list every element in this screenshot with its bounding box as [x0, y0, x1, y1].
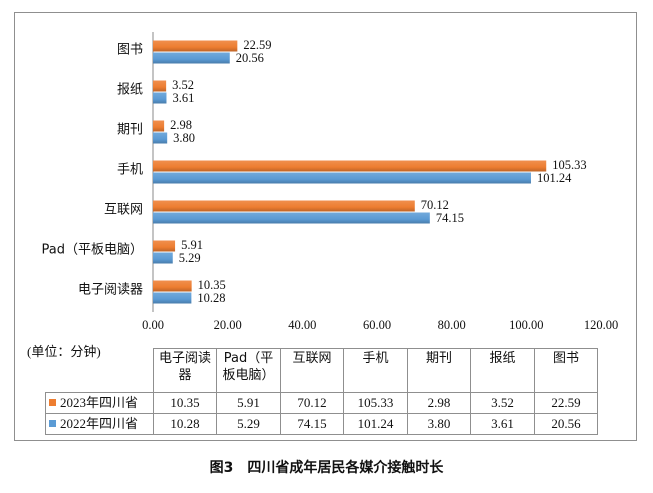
table-row-2022: 2022年四川省 10.28 5.29 74.15 101.24 3.80 3.…	[45, 413, 598, 435]
x-tick-label-1: 20.00	[214, 318, 242, 332]
table-header-cell: 图书	[534, 348, 598, 393]
table-header-cell: Pad（平板电脑）	[216, 348, 281, 393]
table-header-row: 电子阅读器 Pad（平板电脑） 互联网 手机 期刊 报纸 图书	[45, 348, 598, 393]
bar-series-2-cat-4	[153, 172, 531, 184]
bar-series-2-cat-5	[153, 212, 430, 224]
table-header-cell: 报纸	[470, 348, 535, 393]
table-value-cell: 105.33	[343, 392, 408, 414]
x-tick-label-3: 60.00	[363, 318, 391, 332]
figure-title: 四川省成年居民各媒介接触时长	[247, 460, 444, 476]
table-value-cell: 10.35	[153, 392, 217, 414]
x-tick-label-6: 120.00	[584, 318, 618, 332]
bar-series-2-cat-3	[153, 132, 168, 144]
data-label-series-1-cat-5: 70.12	[421, 198, 449, 212]
data-table: 电子阅读器 Pad（平板电脑） 互联网 手机 期刊 报纸 图书 2023年四川省…	[45, 348, 598, 435]
data-label-series-1-cat-7: 10.35	[198, 278, 226, 292]
table-header-cell: 期刊	[407, 348, 471, 393]
table-header-cell: 互联网	[280, 348, 344, 393]
data-label-series-1-cat-6: 5.91	[181, 238, 203, 252]
category-label-6: Pad（平板电脑）	[42, 243, 143, 258]
data-label-series-2-cat-3: 3.80	[173, 131, 195, 145]
bar-series-2-cat-1	[153, 52, 230, 64]
data-label-series-2-cat-6: 5.29	[179, 251, 201, 265]
table-row-2023: 2023年四川省 10.35 5.91 70.12 105.33 2.98 3.…	[45, 392, 598, 414]
category-label-7: 电子阅读器	[78, 283, 143, 298]
category-label-5: 互联网	[104, 203, 143, 218]
figure-caption: 图3 四川省成年居民各媒介接触时长	[0, 457, 653, 477]
bar-series-2-cat-6	[153, 252, 173, 264]
bar-series-1-cat-3	[153, 120, 165, 132]
table-value-cell: 74.15	[280, 413, 344, 435]
data-label-series-2-cat-7: 10.28	[197, 291, 225, 305]
category-label-4: 手机	[117, 163, 143, 178]
table-row-label: 2022年四川省	[45, 413, 154, 435]
data-label-series-2-cat-4: 101.24	[537, 171, 572, 185]
table-value-cell: 22.59	[534, 392, 598, 414]
table-header-cell: 手机	[343, 348, 408, 393]
x-tick-label-0: 0.00	[142, 318, 164, 332]
figure-number: 图3	[209, 460, 234, 476]
table-value-cell: 5.91	[216, 392, 281, 414]
table-value-cell: 101.24	[343, 413, 408, 435]
data-label-series-1-cat-3: 2.98	[170, 118, 192, 132]
series-name-2023: 2023年四川省	[60, 394, 139, 410]
table-value-cell: 10.28	[153, 413, 217, 435]
bar-series-1-cat-6	[153, 240, 176, 252]
category-label-1: 图书	[117, 43, 143, 58]
bar-series-1-cat-2	[153, 80, 167, 92]
legend-key-2022	[49, 419, 56, 427]
data-label-series-1-cat-4: 105.33	[552, 158, 586, 172]
table-value-cell: 70.12	[280, 392, 344, 414]
table-value-cell: 5.29	[216, 413, 281, 435]
bar-series-1-cat-5	[153, 200, 415, 212]
x-tick-label-5: 100.00	[509, 318, 543, 332]
table-corner-cell	[45, 348, 154, 393]
chart-frame	[14, 12, 637, 441]
series-name-2022: 2022年四川省	[60, 415, 139, 431]
table-value-cell: 3.61	[470, 413, 535, 435]
data-label-series-2-cat-2: 3.61	[172, 91, 194, 105]
table-value-cell: 3.80	[407, 413, 471, 435]
data-label-series-2-cat-5: 74.15	[436, 211, 464, 225]
category-label-2: 报纸	[117, 83, 143, 98]
data-label-series-1-cat-1: 22.59	[243, 38, 271, 52]
legend-key-2023	[49, 398, 56, 406]
x-tick-label-2: 40.00	[288, 318, 316, 332]
table-value-cell: 3.52	[470, 392, 535, 414]
data-label-series-1-cat-2: 3.52	[172, 78, 194, 92]
table-value-cell: 20.56	[534, 413, 598, 435]
table-value-cell: 2.98	[407, 392, 471, 414]
x-tick-label-4: 80.00	[438, 318, 466, 332]
bar-series-2-cat-2	[153, 92, 167, 104]
table-header-cell: 电子阅读器	[153, 348, 217, 393]
bar-series-2-cat-7	[153, 292, 192, 304]
bar-series-1-cat-4	[153, 160, 547, 172]
bar-series-1-cat-7	[153, 280, 192, 292]
data-label-series-2-cat-1: 20.56	[236, 51, 264, 65]
bar-series-1-cat-1	[153, 40, 238, 52]
category-label-3: 期刊	[117, 123, 143, 138]
table-row-label: 2023年四川省	[45, 392, 154, 414]
